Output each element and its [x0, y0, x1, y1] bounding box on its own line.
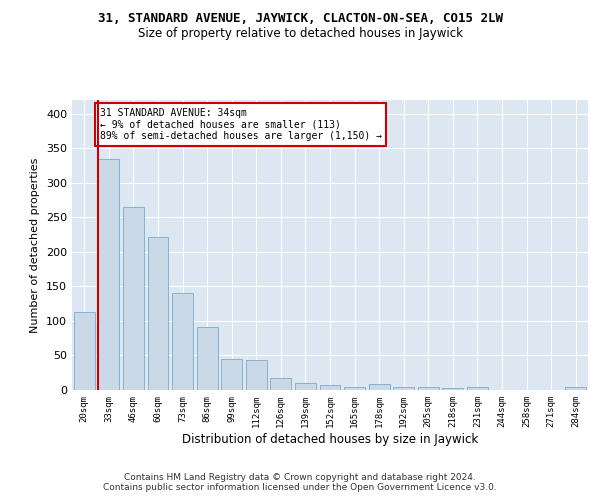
Bar — [172, 294, 193, 390]
Bar — [368, 384, 389, 390]
Text: 31 STANDARD AVENUE: 34sqm
← 9% of detached houses are smaller (113)
89% of semi-: 31 STANDARD AVENUE: 34sqm ← 9% of detach… — [100, 108, 382, 142]
Bar — [98, 158, 119, 390]
Text: Size of property relative to detached houses in Jaywick: Size of property relative to detached ho… — [137, 28, 463, 40]
Bar — [123, 207, 144, 390]
Bar — [246, 360, 267, 390]
Text: 31, STANDARD AVENUE, JAYWICK, CLACTON-ON-SEA, CO15 2LW: 31, STANDARD AVENUE, JAYWICK, CLACTON-ON… — [97, 12, 503, 26]
Bar — [295, 383, 316, 390]
Bar — [74, 312, 95, 390]
Bar — [393, 387, 414, 390]
Bar — [221, 359, 242, 390]
Text: Contains HM Land Registry data © Crown copyright and database right 2024.
Contai: Contains HM Land Registry data © Crown c… — [103, 473, 497, 492]
Bar — [197, 327, 218, 390]
Bar — [418, 386, 439, 390]
Bar — [320, 385, 340, 390]
Bar — [442, 388, 463, 390]
Bar — [565, 386, 586, 390]
Bar — [271, 378, 292, 390]
Bar — [148, 238, 169, 390]
Y-axis label: Number of detached properties: Number of detached properties — [31, 158, 40, 332]
Bar — [344, 386, 365, 390]
Bar — [467, 386, 488, 390]
X-axis label: Distribution of detached houses by size in Jaywick: Distribution of detached houses by size … — [182, 432, 478, 446]
